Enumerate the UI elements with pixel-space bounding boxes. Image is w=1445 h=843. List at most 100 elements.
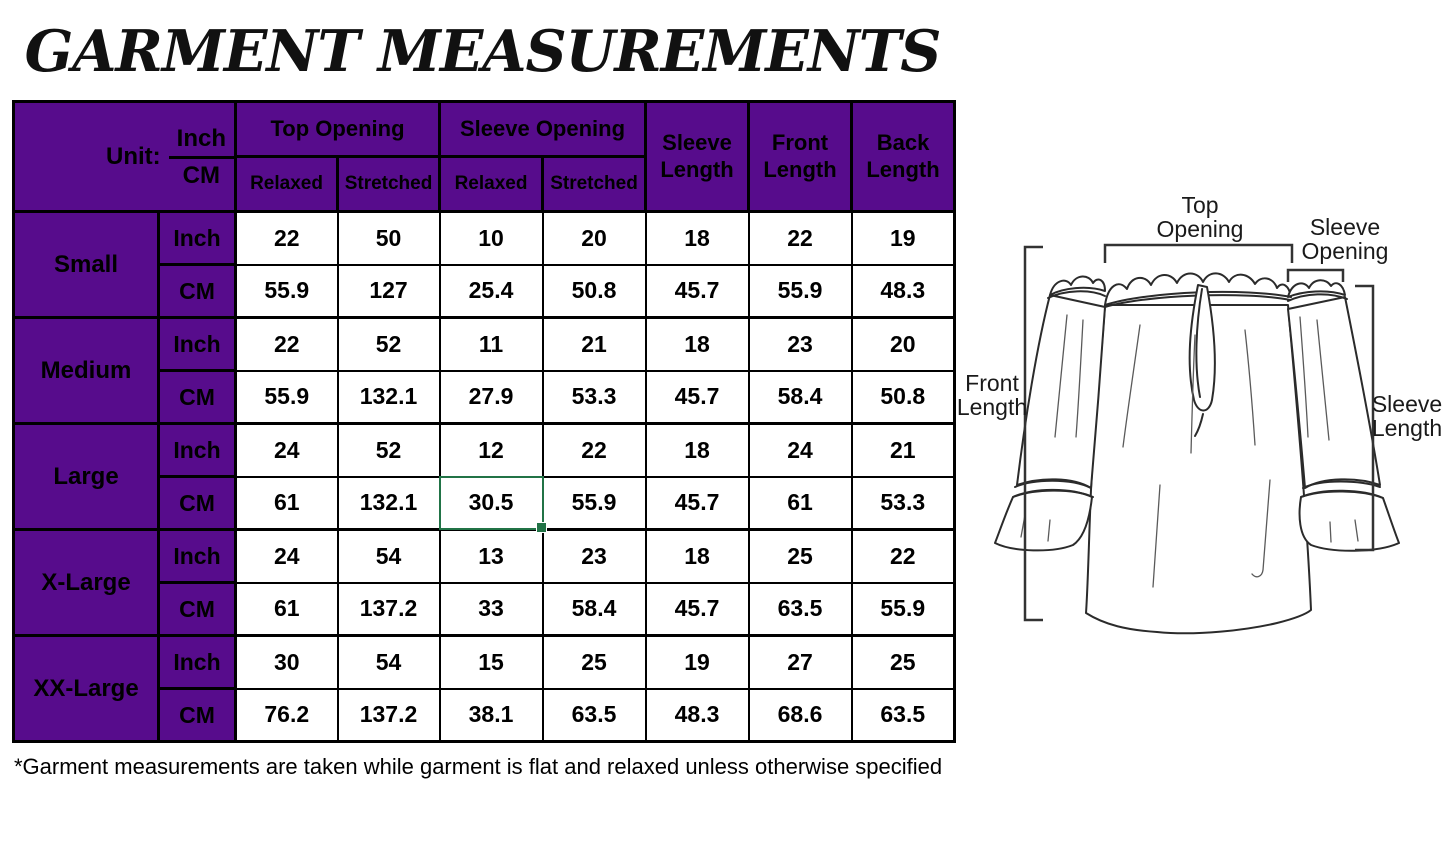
measurement-cell[interactable]: 20 (541, 210, 647, 266)
measurement-cell[interactable]: 48.3 (644, 687, 750, 743)
measurement-cell[interactable]: 18 (644, 316, 750, 372)
row-unit-inch: Inch (157, 316, 237, 372)
measurement-cell[interactable]: 24 (234, 528, 339, 584)
measurement-cell[interactable]: 21 (541, 316, 647, 372)
measurement-cell[interactable]: 25 (541, 634, 647, 690)
size-label-large: Large (12, 422, 160, 531)
sleeve-opening-label-line2: Opening (1302, 238, 1389, 264)
row-unit-inch: Inch (157, 528, 237, 584)
measurement-footnote: *Garment measurements are taken while ga… (14, 754, 943, 779)
sleeve-opening-bracket (1286, 268, 1345, 282)
measurement-cell[interactable]: 55.9 (850, 581, 956, 637)
measurement-cell[interactable]: 53.3 (850, 475, 956, 531)
measurement-cell[interactable]: 55.9 (234, 263, 339, 319)
measurement-cell[interactable]: 23 (541, 528, 647, 584)
measurement-cell[interactable]: 55.9 (541, 475, 647, 531)
page-title: GARMENT MEASUREMENTS (24, 18, 942, 85)
unit-cm-label: CM (182, 162, 220, 189)
measurement-cell[interactable]: 24 (234, 422, 339, 478)
measurement-cell[interactable]: 19 (850, 210, 956, 266)
measurement-cell[interactable]: 25 (747, 528, 853, 584)
measurement-cell[interactable]: 27 (747, 634, 853, 690)
size-label-x-large: X-Large (12, 528, 160, 637)
measurement-cell[interactable]: 137.2 (336, 581, 441, 637)
garment-drawstring (1188, 284, 1216, 412)
top-opening-label-line2: Opening (1157, 216, 1244, 242)
measurement-cell[interactable]: 25.4 (438, 263, 544, 319)
row-unit-inch: Inch (157, 634, 237, 690)
measurement-cell[interactable]: 30 (234, 634, 339, 690)
measurement-cell[interactable]: 50.8 (541, 263, 647, 319)
measurement-cell[interactable]: 22 (541, 422, 647, 478)
size-label-xx-large: XX-Large (12, 634, 160, 743)
measurement-cell[interactable]: 45.7 (644, 369, 750, 425)
measurement-cell[interactable]: 137.2 (336, 687, 441, 743)
row-unit-cm: CM (157, 263, 237, 319)
row-unit-cm: CM (157, 687, 237, 743)
measurement-cell[interactable]: 45.7 (644, 581, 750, 637)
unit-label: Unit: (106, 142, 161, 170)
measurement-cell[interactable]: 54 (336, 634, 441, 690)
size-label-medium: Medium (12, 316, 160, 425)
measurement-cell[interactable]: 61 (234, 581, 339, 637)
measurement-cell[interactable]: 55.9 (234, 369, 339, 425)
measurement-cell[interactable]: 18 (644, 422, 750, 478)
measurement-cell[interactable]: 21 (850, 422, 956, 478)
measurement-cell[interactable]: 50 (336, 210, 441, 266)
measurement-cell[interactable]: 27.9 (438, 369, 544, 425)
measurement-cell[interactable]: 23 (747, 316, 853, 372)
measurement-cell[interactable]: 52 (336, 422, 441, 478)
measurement-cell[interactable]: 63.5 (541, 687, 647, 743)
measurement-cell[interactable]: 18 (644, 210, 750, 266)
garment-left-cuff-ruffle (994, 488, 1093, 552)
measurement-cell[interactable]: 63.5 (850, 687, 956, 743)
measurement-cell[interactable]: 22 (234, 210, 339, 266)
measurement-cell[interactable]: 50.8 (850, 369, 956, 425)
col-back-length: Back Length (850, 100, 957, 213)
measurement-cell[interactable]: 45.7 (644, 263, 750, 319)
measurement-cell[interactable]: 38.1 (438, 687, 544, 743)
measurement-cell[interactable]: 33 (438, 581, 544, 637)
measurement-cell[interactable]: 58.4 (541, 581, 647, 637)
measurement-cell[interactable]: 22 (234, 316, 339, 372)
measurement-cell[interactable]: 15 (438, 634, 544, 690)
measurement-cell[interactable]: 48.3 (850, 263, 956, 319)
measurement-cell[interactable]: 53.3 (541, 369, 647, 425)
row-unit-cm: CM (157, 581, 237, 637)
measurement-cell[interactable]: 45.7 (644, 475, 750, 531)
measurement-cell[interactable]: 52 (336, 316, 441, 372)
selected-measurement-cell[interactable]: 30.5 (438, 475, 547, 533)
measurement-cell[interactable]: 61 (234, 475, 339, 531)
sleeve-length-label-line2: Length (1372, 415, 1442, 441)
size-label-small: Small (12, 210, 160, 319)
measurement-cell[interactable]: 132.1 (336, 369, 441, 425)
measurement-cell[interactable]: 24 (747, 422, 853, 478)
measurement-cell[interactable]: 127 (336, 263, 441, 319)
measurement-cell[interactable]: 55.9 (747, 263, 853, 319)
measurement-cell[interactable]: 12 (438, 422, 544, 478)
measurement-cell[interactable]: 18 (644, 528, 750, 584)
measurement-cell[interactable]: 132.1 (336, 475, 441, 531)
measurement-cell[interactable]: 20 (850, 316, 956, 372)
sleeve-length-label-line1: Sleeve (1372, 391, 1442, 417)
measurement-cell[interactable]: 68.6 (747, 687, 853, 743)
measurement-cell[interactable]: 25 (850, 634, 956, 690)
measurement-cell[interactable]: 76.2 (234, 687, 339, 743)
sleeve-length-bracket (1355, 284, 1375, 552)
unit-header-cell: Unit: Inch CM (12, 100, 237, 213)
measurement-cell[interactable]: 61 (747, 475, 853, 531)
measurement-cell[interactable]: 63.5 (747, 581, 853, 637)
measurement-cell[interactable]: 22 (747, 210, 853, 266)
front-length-bracket (1023, 245, 1043, 622)
subcol-top-stretched: Stretched (335, 155, 442, 213)
measurement-cell[interactable]: 13 (438, 528, 544, 584)
garment-left-sleeve (1016, 294, 1106, 489)
row-unit-inch: Inch (157, 210, 237, 266)
measurement-cell[interactable]: 22 (850, 528, 956, 584)
measurement-cell[interactable]: 10 (438, 210, 544, 266)
front-length-label-line2: Length (957, 394, 1027, 420)
measurement-cell[interactable]: 54 (336, 528, 441, 584)
measurement-cell[interactable]: 58.4 (747, 369, 853, 425)
measurement-cell[interactable]: 11 (438, 316, 544, 372)
measurement-cell[interactable]: 19 (644, 634, 750, 690)
